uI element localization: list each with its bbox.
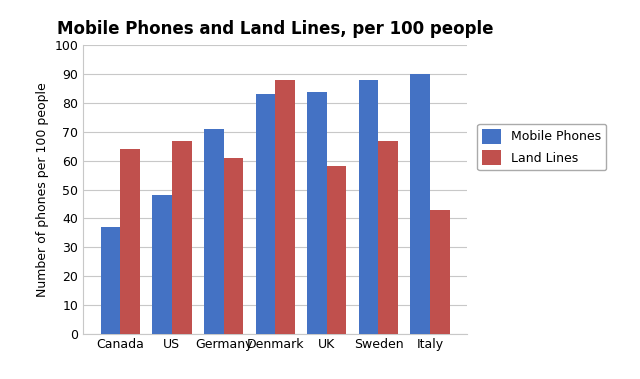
Bar (410, 74, 430, 334)
Bar (100, 227, 120, 334)
Title: Mobile Phones and Land Lines, per 100 people: Mobile Phones and Land Lines, per 100 pe… (57, 20, 493, 38)
Bar (204, 129, 223, 334)
Bar (152, 195, 172, 334)
Bar (255, 94, 275, 334)
Bar (275, 80, 295, 334)
Bar (307, 92, 327, 334)
Y-axis label: Number of phones per 100 people: Number of phones per 100 people (36, 82, 49, 297)
Bar (223, 158, 243, 334)
Bar (120, 149, 140, 334)
Bar (172, 141, 191, 334)
Bar (327, 166, 346, 334)
Bar (378, 141, 398, 334)
Bar (359, 80, 378, 334)
Legend: Mobile Phones, Land Lines: Mobile Phones, Land Lines (477, 124, 606, 171)
Bar (430, 210, 450, 334)
